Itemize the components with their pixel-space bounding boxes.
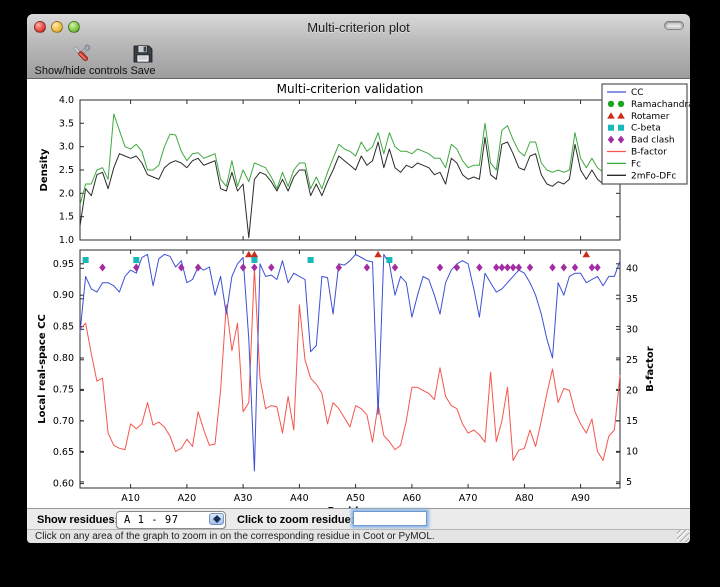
svg-text:C-beta: C-beta — [631, 124, 661, 134]
legend: CC Ramachandran Rotamer C-beta Bad clash B-fa… — [601, 83, 690, 185]
multi-criterion-chart[interactable]: Multi-criterion validation 1.0 1.5 2.0 2.5 3.… — [27, 79, 690, 508]
svg-text:5: 5 — [626, 477, 632, 488]
save-icon — [131, 42, 155, 66]
svg-text:A20: A20 — [178, 493, 197, 504]
svg-text:30: 30 — [626, 324, 638, 335]
svg-text:A50: A50 — [346, 493, 365, 504]
plot-canvas[interactable]: Multi-criterion validation 1.0 1.5 2.0 2.5 3.… — [27, 79, 690, 508]
svg-text:3.5: 3.5 — [59, 118, 74, 129]
svg-text:0.70: 0.70 — [53, 416, 74, 427]
svg-text:A30: A30 — [234, 493, 253, 504]
svg-text:2.0: 2.0 — [59, 188, 74, 199]
rotamer-markers — [245, 250, 591, 258]
c-beta-markers — [82, 257, 393, 263]
window-title: Multi-criterion plot — [307, 20, 410, 35]
zoom-button[interactable] — [68, 21, 80, 33]
svg-text:A60: A60 — [403, 493, 422, 504]
show-residues-dropdown[interactable]: A 1 - 97 — [116, 511, 226, 529]
show-hide-controls-button[interactable]: Show/hide controls — [29, 42, 133, 78]
residue-axis-label: Residue — [328, 506, 373, 508]
bfactor-axis-label: B-factor — [645, 346, 656, 391]
bad-clash-markers — [99, 263, 601, 272]
svg-text:1.0: 1.0 — [59, 235, 74, 246]
show-hide-controls-label: Show/hide controls — [34, 65, 128, 77]
tools-icon — [69, 42, 93, 66]
svg-text:B-factor: B-factor — [631, 148, 667, 158]
svg-text:0.95: 0.95 — [53, 259, 74, 270]
save-button[interactable]: Save — [123, 42, 163, 78]
window: Multi-criterion plot Sh — [27, 14, 690, 543]
svg-text:A70: A70 — [459, 493, 478, 504]
svg-text:0.90: 0.90 — [53, 290, 74, 301]
svg-text:0.65: 0.65 — [53, 447, 74, 458]
density-axis-label: Density — [39, 148, 50, 191]
svg-text:CC: CC — [631, 88, 644, 98]
svg-text:Fc: Fc — [631, 159, 641, 169]
svg-text:A40: A40 — [290, 493, 309, 504]
show-residues-label: Show residues: — [37, 514, 119, 526]
b-factor-line — [79, 267, 621, 461]
svg-text:Ramachandran: Ramachandran — [631, 100, 690, 110]
top-plot[interactable]: Multi-criterion validation 1.0 1.5 2.0 2.5 3.… — [39, 82, 621, 246]
svg-text:Bad clash: Bad clash — [631, 136, 675, 146]
zoom-residue-input[interactable] — [353, 511, 427, 526]
svg-text:0.85: 0.85 — [53, 322, 74, 333]
svg-text:0.60: 0.60 — [53, 479, 74, 490]
twomfo-dfc-line — [79, 136, 621, 239]
stepper-icon — [209, 513, 224, 525]
controls-bar: Show residues: A 1 - 97 Click to zoom re… — [27, 508, 690, 529]
minimize-button[interactable] — [51, 21, 63, 33]
svg-text:40: 40 — [626, 263, 638, 274]
fc-line — [79, 113, 621, 206]
svg-text:25: 25 — [626, 355, 638, 366]
svg-text:20: 20 — [626, 385, 638, 396]
svg-text:2mFo-DFc: 2mFo-DFc — [631, 171, 676, 181]
svg-text:0.80: 0.80 — [53, 353, 74, 364]
show-residues-value: A 1 - 97 — [124, 514, 179, 526]
status-text: Click on any area of the graph to zoom i… — [35, 531, 435, 542]
resize-grip[interactable] — [677, 530, 689, 542]
svg-text:0.75: 0.75 — [53, 384, 74, 395]
svg-text:10: 10 — [626, 446, 638, 457]
svg-text:2.5: 2.5 — [59, 165, 74, 176]
chart-title: Multi-criterion validation — [277, 82, 424, 96]
svg-text:1.5: 1.5 — [59, 212, 74, 223]
zoom-residue-label: Click to zoom residue: — [237, 514, 355, 526]
bottom-plot[interactable]: 0.60 0.65 0.70 0.75 0.80 0.85 0.90 0.95 5 10 15 20 2… — [37, 249, 656, 508]
toolbar-toggle-button[interactable] — [664, 21, 684, 30]
cc-line — [79, 253, 621, 472]
toolbar: Show/hide controls Save — [27, 40, 690, 79]
close-button[interactable] — [34, 21, 46, 33]
save-button-label: Save — [130, 65, 156, 77]
svg-text:3.0: 3.0 — [59, 142, 74, 153]
titlebar: Multi-criterion plot — [27, 14, 690, 40]
svg-text:4.0: 4.0 — [59, 95, 74, 106]
cc-axis-label: Local real-space CC — [37, 314, 48, 424]
status-bar: Click on any area of the graph to zoom i… — [27, 529, 690, 543]
svg-text:Rotamer: Rotamer — [631, 112, 670, 122]
svg-text:15: 15 — [626, 416, 638, 427]
svg-text:A80: A80 — [515, 493, 534, 504]
svg-text:A10: A10 — [121, 493, 140, 504]
svg-text:35: 35 — [626, 294, 638, 305]
svg-text:A90: A90 — [571, 493, 590, 504]
